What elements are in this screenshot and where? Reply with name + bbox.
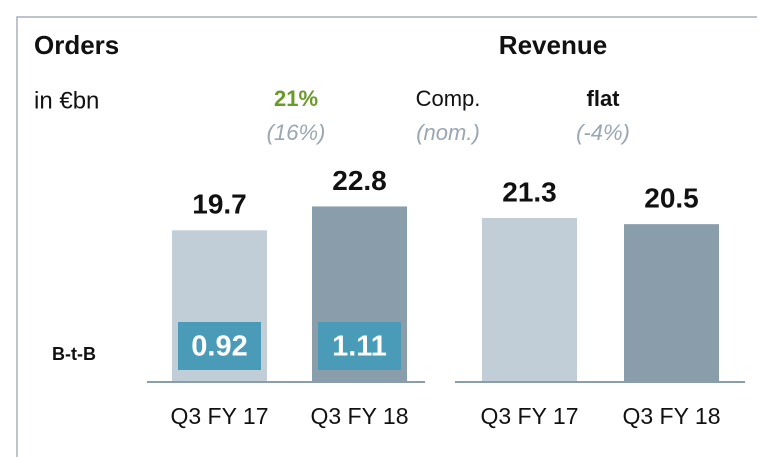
bar: [624, 224, 719, 382]
frame: [16, 16, 757, 457]
chart-title: Orders: [34, 30, 119, 60]
value-label: 19.7: [192, 189, 247, 220]
btb-value: 0.92: [191, 331, 247, 363]
chart-title: Revenue: [499, 30, 607, 60]
growth-nom: (-4%): [576, 120, 630, 145]
value-label: 20.5: [644, 183, 699, 214]
unit: in €bn: [34, 87, 99, 114]
x-tick-label: Q3 FY 18: [622, 403, 720, 429]
growth-nom: (16%): [267, 120, 326, 145]
x-tick-label: Q3 FY 17: [480, 403, 578, 429]
btb-value: 1.11: [332, 331, 387, 363]
growth-legend: Comp.: [416, 86, 481, 111]
value-label: 21.3: [502, 176, 557, 207]
growth-comp: 21%: [274, 86, 318, 111]
btb-box: [318, 322, 401, 370]
btb-label: B-t-B: [52, 344, 96, 364]
growth-comp: flat: [587, 86, 621, 111]
bar: [482, 217, 577, 382]
btb-box: [178, 322, 261, 370]
x-tick-label: Q3 FY 18: [310, 403, 408, 429]
growth-legend: (nom.): [416, 120, 480, 145]
x-tick-label: Q3 FY 17: [170, 403, 268, 429]
value-label: 22.8: [332, 165, 387, 196]
